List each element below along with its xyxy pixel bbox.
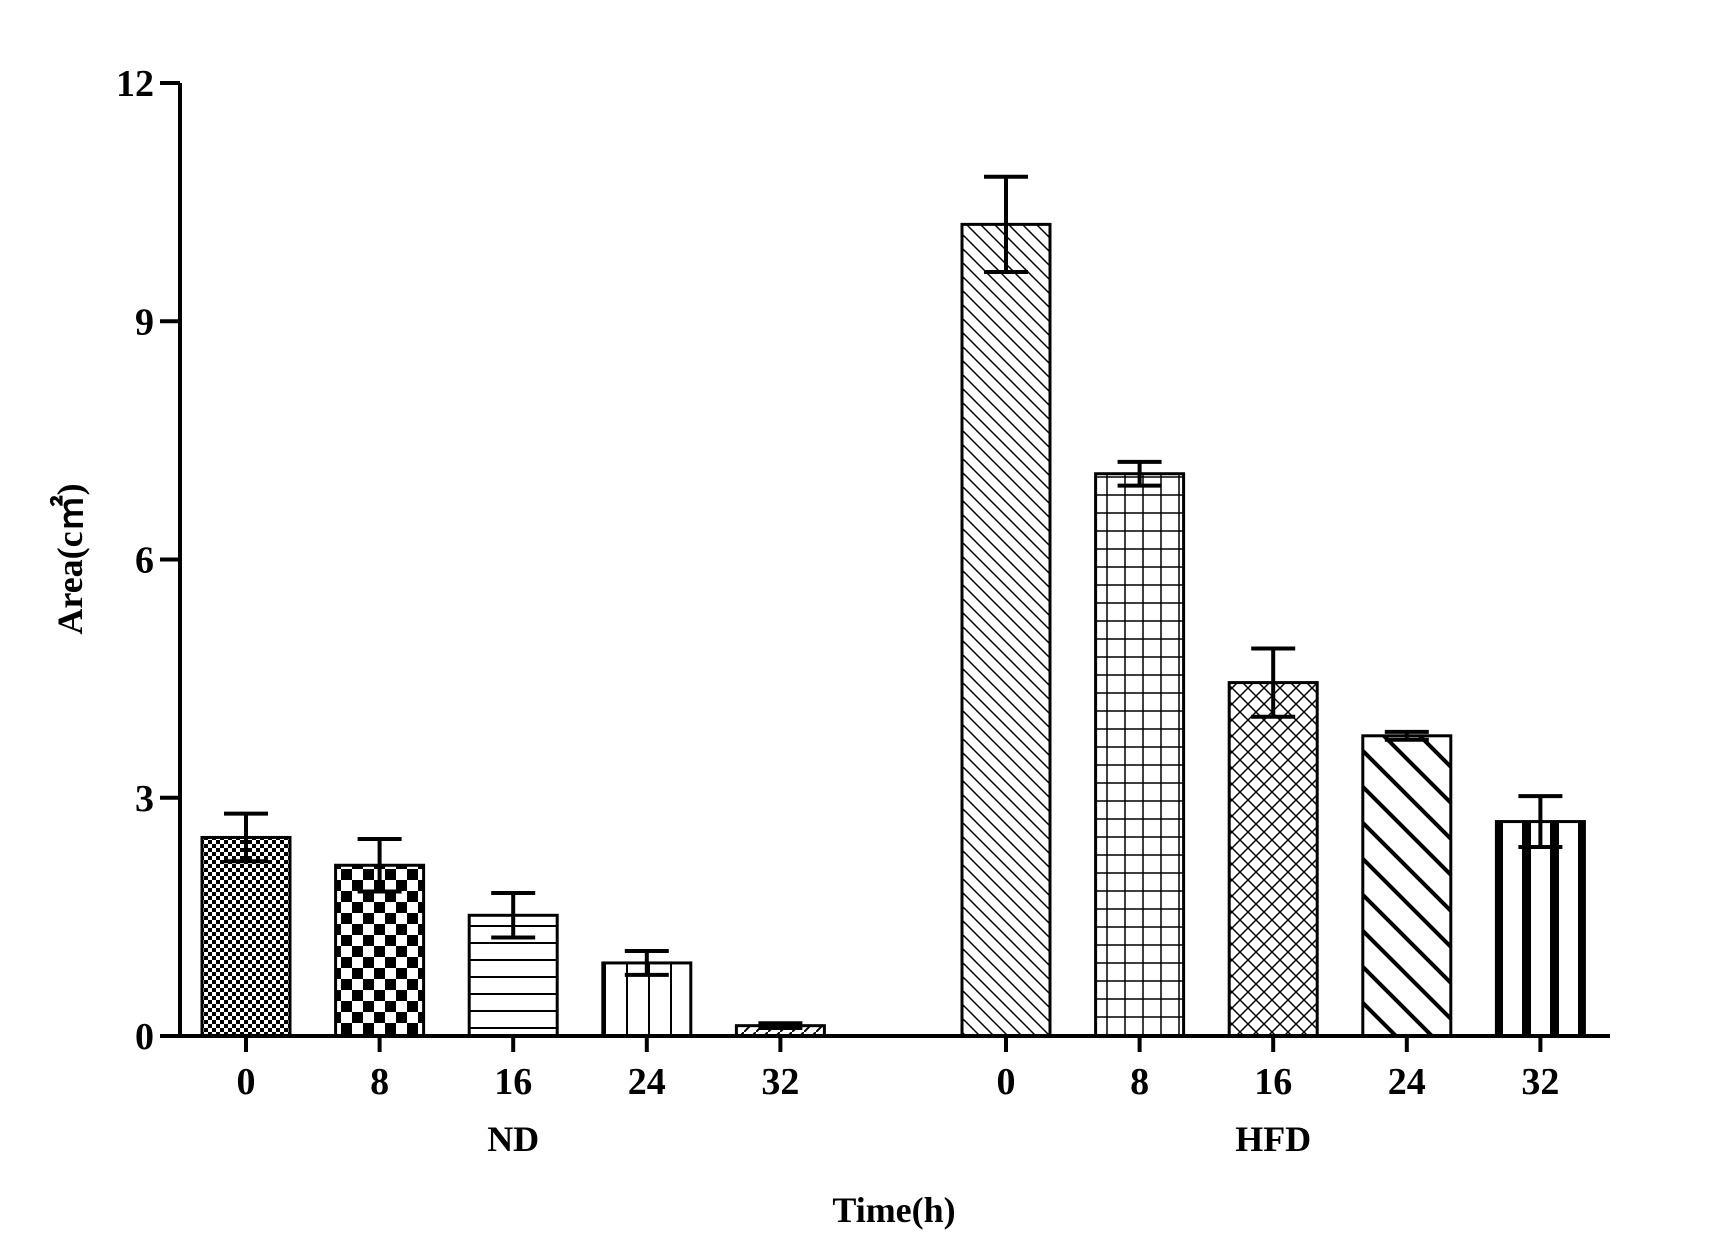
x-tick-label: 16 [1254,1061,1292,1103]
bar-hfd-32h [1494,820,1586,1038]
group-label-hfd: HFD [1235,1119,1311,1159]
bar-hfd-8h [1094,472,1186,1038]
axes-layer [160,81,1610,1052]
bar-nd-8h [334,863,426,1038]
x-tick-label: 32 [761,1061,799,1103]
x-tick-label: 8 [1130,1061,1149,1103]
y-tick-label: 6 [135,540,154,582]
bar-nd-0h [200,835,292,1038]
x-tick-label: 0 [997,1061,1016,1103]
x-tick-label: 0 [237,1061,256,1103]
y-tick-label: 0 [135,1016,154,1058]
x-tick-label: 24 [1388,1061,1426,1103]
x-axis-title: Time(h) [832,1190,955,1230]
x-tick-label: 8 [370,1061,389,1103]
error-bars-layer [224,174,1563,1031]
group-label-nd: ND [487,1119,539,1159]
bars-layer [200,222,1586,1038]
bar-hfd-16h [1227,681,1319,1038]
bar-hfd-24h [1361,734,1453,1038]
bar-hfd-0h [960,222,1052,1038]
y-tick-label: 3 [135,778,154,820]
x-tick-label: 32 [1521,1061,1559,1103]
y-axis-title: Area(c㎡) [49,483,90,634]
x-tick-label: 16 [494,1061,532,1103]
y-tick-label: 9 [135,301,154,343]
labels-layer: 0 8 16 24 32 ND 0 8 16 24 32 HFD 0 3 6 9 12 Time(h) Area(c… [49,63,1559,1230]
y-tick-label: 12 [116,63,154,105]
x-tick-label: 24 [628,1061,666,1103]
